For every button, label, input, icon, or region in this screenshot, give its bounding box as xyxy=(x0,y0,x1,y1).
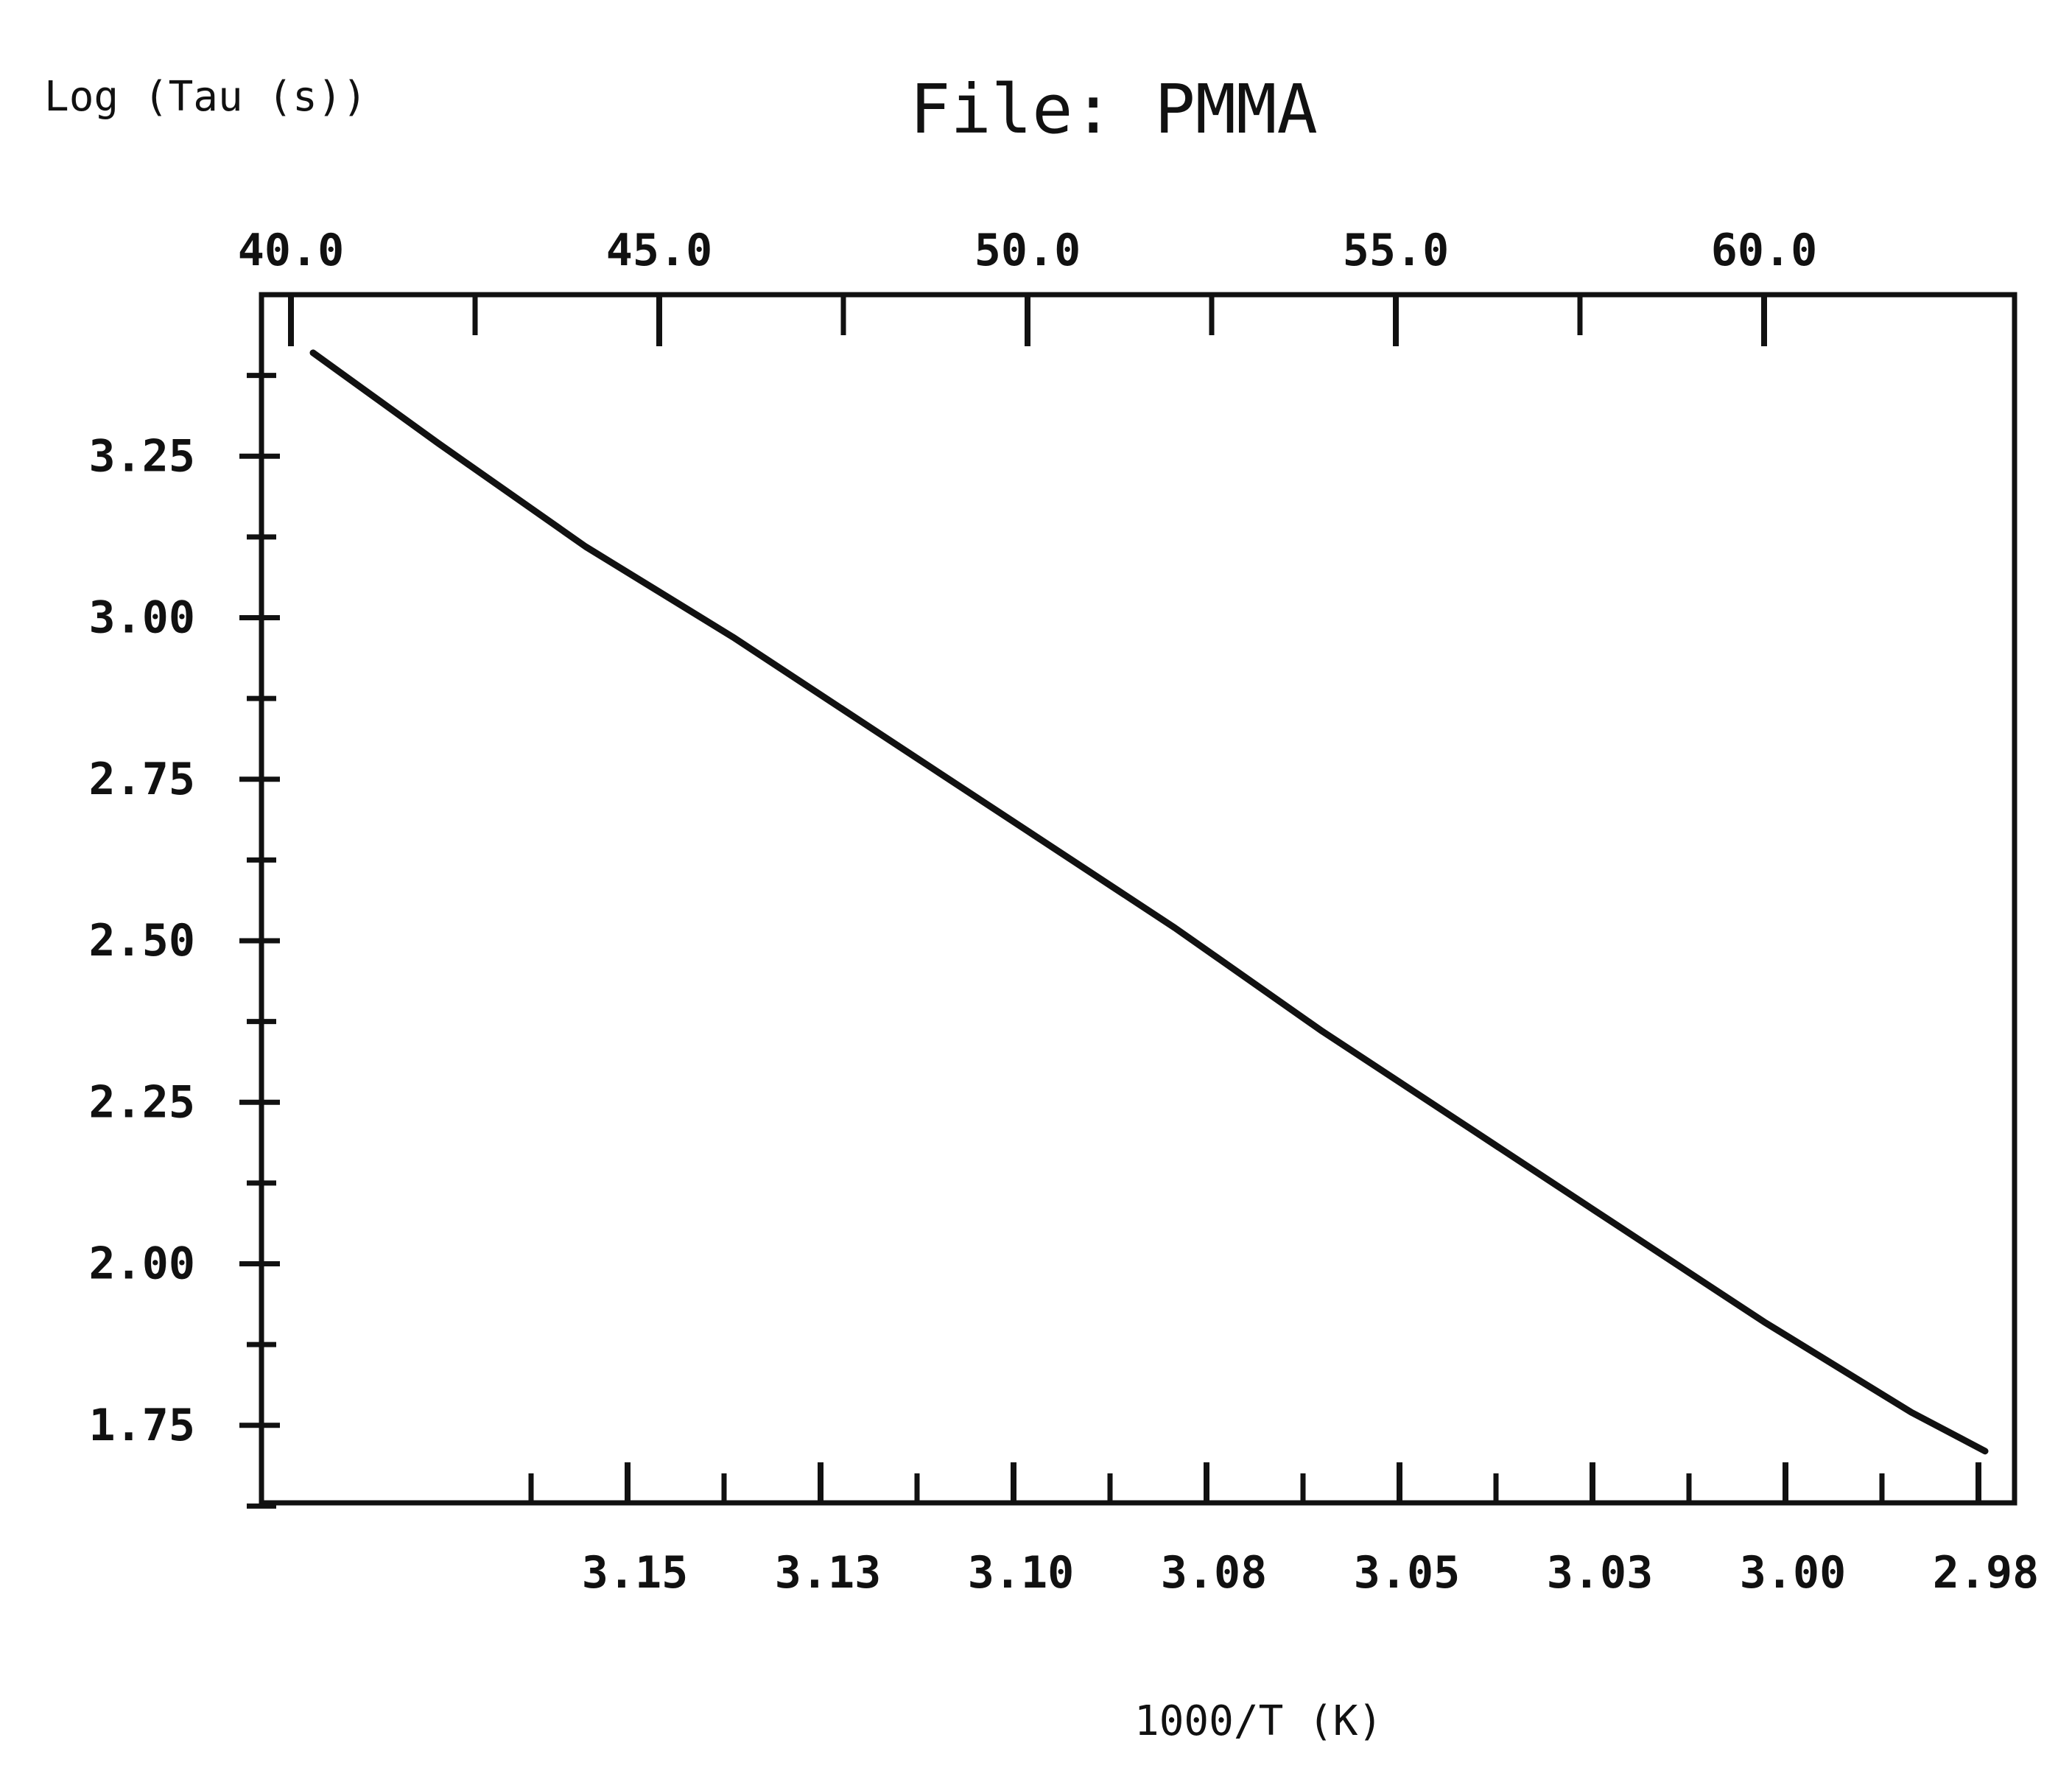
top-tick-label: 60.0 xyxy=(1711,225,1818,276)
y-tick-label: 1.75 xyxy=(89,1400,196,1451)
top-axis: 40.0 45.0 50.0 55.0 60.0 xyxy=(238,225,1818,346)
plot-frame xyxy=(259,292,2017,1506)
bottom-tick-label: 3.05 xyxy=(1354,1547,1461,1599)
bottom-tick-label: 2.98 xyxy=(1933,1547,2040,1599)
bottom-tick-label: 3.03 xyxy=(1547,1547,1654,1599)
bottom-tick-label: 3.15 xyxy=(582,1547,689,1599)
y-axis-label: Log (Tau (s)) xyxy=(44,73,367,121)
y-tick-label: 2.25 xyxy=(89,1076,196,1128)
series-line xyxy=(309,349,1989,1455)
bottom-tick-label: 3.13 xyxy=(775,1547,882,1599)
y-tick-label: 2.00 xyxy=(89,1238,196,1290)
bottom-tick-label: 3.08 xyxy=(1161,1547,1268,1599)
chart-title: File: PMMA xyxy=(910,70,1318,149)
y-tick-label: 3.00 xyxy=(89,592,196,644)
top-tick-label: 55.0 xyxy=(1343,225,1450,276)
top-tick-label: 45.0 xyxy=(606,225,713,276)
top-tick-label: 40.0 xyxy=(238,225,345,276)
y-tick-label: 2.75 xyxy=(89,754,196,805)
top-tick-label: 50.0 xyxy=(974,225,1081,276)
x-axis-label: 1000/T (K) xyxy=(1134,1697,1383,1745)
bottom-axis: 3.15 3.13 3.10 3.08 3.05 3.03 3.00 2.98 xyxy=(528,1462,2040,1599)
bottom-tick-label: 3.00 xyxy=(1740,1547,1847,1599)
y-axis: 3.25 3.00 2.75 2.50 2.25 2.00 1.75 xyxy=(89,373,280,1509)
y-tick-label: 2.50 xyxy=(89,915,196,967)
y-tick-label: 3.25 xyxy=(89,430,196,482)
bottom-tick-label: 3.10 xyxy=(968,1547,1075,1599)
